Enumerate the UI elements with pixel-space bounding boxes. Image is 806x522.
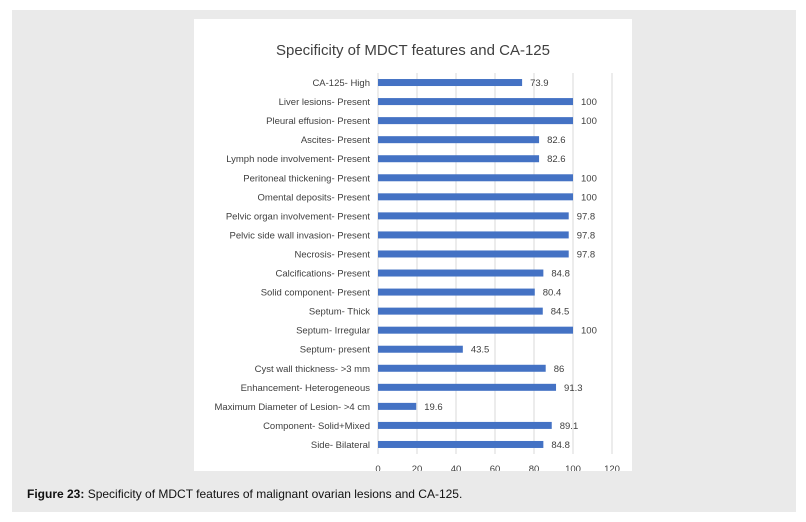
data-label: 100 — [581, 326, 597, 337]
data-label: 82.6 — [547, 154, 566, 165]
data-label: 80.4 — [543, 288, 562, 299]
bar — [378, 250, 569, 258]
data-label: 82.6 — [547, 135, 566, 146]
data-label: 100 — [581, 192, 597, 203]
category-label: Septum- Thick — [309, 307, 370, 318]
chart-title: Specificity of MDCT features and CA-125 — [276, 42, 550, 59]
category-label: Maximum Diameter of Lesion- >4 cm — [215, 402, 371, 413]
category-label: Cyst wall thickness- >3 mm — [255, 364, 370, 375]
category-label: Ascites- Present — [301, 135, 371, 146]
category-label: Septum- present — [300, 345, 371, 356]
bar — [378, 326, 573, 334]
bar — [378, 440, 544, 448]
category-label: Side- Bilateral — [311, 440, 370, 451]
bar — [378, 364, 546, 372]
data-label: 84.8 — [551, 440, 570, 451]
bar — [378, 269, 544, 277]
data-label: 100 — [581, 173, 597, 184]
bar — [378, 174, 573, 182]
bar — [378, 193, 573, 201]
x-tick-label: 80 — [529, 464, 540, 471]
category-label: Necrosis- Present — [295, 249, 371, 260]
category-label: Septum- Irregular — [296, 326, 370, 337]
data-label: 43.5 — [471, 345, 490, 356]
category-label: Component- Solid+Mixed — [263, 421, 370, 432]
data-label: 97.8 — [577, 230, 596, 241]
bar — [378, 345, 463, 353]
data-label: 100 — [581, 116, 597, 127]
data-label: 97.8 — [577, 249, 596, 260]
data-label: 86 — [554, 364, 565, 375]
data-label: 84.8 — [551, 269, 570, 280]
bar — [378, 402, 417, 410]
category-label: Pleural effusion- Present — [266, 116, 370, 127]
figure-caption: Figure 23: Specificity of MDCT features … — [27, 487, 787, 501]
bar — [378, 117, 573, 125]
category-label: Pelvic organ involvement- Present — [226, 211, 371, 222]
x-tick-label: 60 — [490, 464, 501, 471]
category-label: Liver lesions- Present — [279, 97, 371, 108]
category-label: Peritoneal thickening- Present — [243, 173, 370, 184]
bar — [378, 155, 540, 163]
x-tick-label: 40 — [451, 464, 462, 471]
bar-chart: Specificity of MDCT features and CA-125 0… — [215, 42, 620, 471]
bar — [378, 421, 552, 429]
category-label: CA-125- High — [312, 78, 370, 89]
data-label: 19.6 — [424, 402, 443, 413]
data-label: 100 — [581, 97, 597, 108]
data-label: 97.8 — [577, 211, 596, 222]
category-label: Solid component- Present — [261, 288, 371, 299]
chart-panel: Specificity of MDCT features and CA-125 0… — [194, 19, 632, 471]
category-label: Lymph node involvement- Present — [226, 154, 370, 165]
data-label: 89.1 — [560, 421, 579, 432]
category-label: Calcifications- Present — [275, 269, 370, 280]
x-tick-label: 0 — [375, 464, 380, 471]
bar — [378, 136, 540, 144]
bar — [378, 307, 543, 315]
caption-label: Figure 23: — [27, 487, 85, 501]
bar — [378, 231, 569, 239]
data-label: 84.5 — [551, 307, 570, 318]
bar — [378, 212, 569, 220]
bar — [378, 288, 535, 296]
x-tick-label: 20 — [412, 464, 423, 471]
figure-frame: Specificity of MDCT features and CA-125 0… — [12, 10, 796, 512]
bar — [378, 79, 523, 87]
caption-text: Specificity of MDCT features of malignan… — [84, 487, 463, 501]
category-label: Omental deposits- Present — [258, 192, 371, 203]
data-label: 73.9 — [530, 78, 549, 89]
bar — [378, 383, 557, 391]
data-label: 91.3 — [564, 383, 583, 394]
x-tick-label: 120 — [604, 464, 620, 471]
category-label: Enhancement- Heterogeneous — [241, 383, 371, 394]
bar — [378, 98, 573, 106]
x-tick-label: 100 — [565, 464, 581, 471]
category-label: Pelvic side wall invasion- Present — [230, 230, 371, 241]
